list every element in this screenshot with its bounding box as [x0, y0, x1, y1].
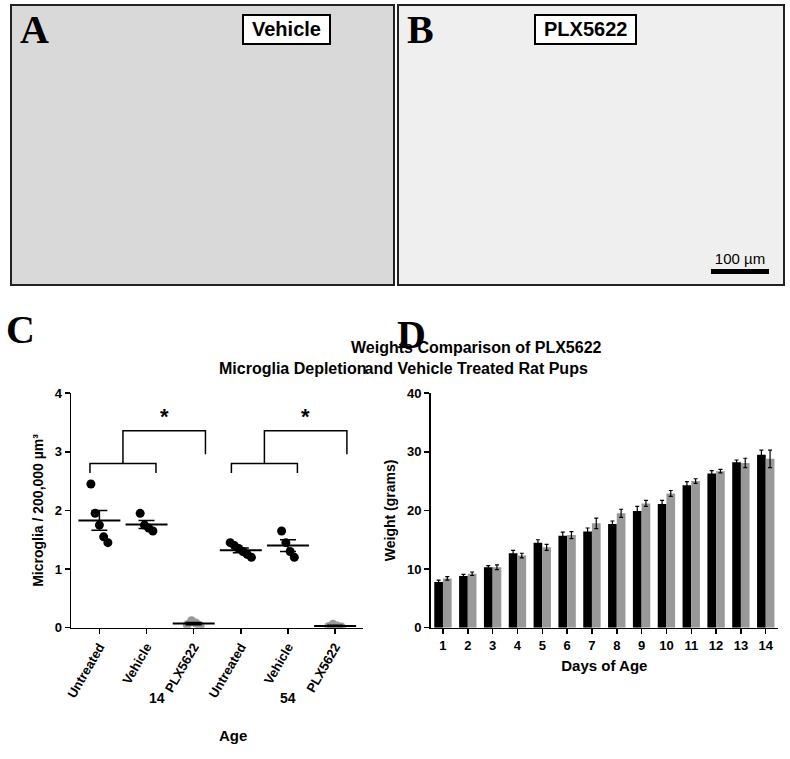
svg-text:C: C: [6, 307, 35, 352]
html-text:B: B: [407, 7, 434, 52]
svg-text:30: 30: [407, 444, 421, 459]
svg-text:2: 2: [55, 503, 62, 518]
svg-text:8: 8: [613, 638, 620, 653]
svg-text:D: D: [397, 312, 426, 357]
svg-text:Weight (grams): Weight (grams): [382, 460, 398, 562]
svg-text:9: 9: [638, 638, 645, 653]
svg-text:Age: Age: [219, 727, 247, 744]
svg-text:1: 1: [439, 638, 446, 653]
svg-text:PLX5622: PLX5622: [162, 641, 202, 695]
svg-text:11: 11: [684, 638, 698, 653]
html-text:PLX5622: PLX5622: [544, 18, 628, 40]
svg-text:Untreated: Untreated: [64, 640, 107, 700]
html-text:Vehicle: Vehicle: [252, 18, 321, 40]
svg-text:Microglia / 200,000 µm³: Microglia / 200,000 µm³: [30, 434, 46, 587]
svg-text:14: 14: [759, 638, 774, 653]
svg-text:Untreated: Untreated: [206, 640, 249, 700]
svg-text:13: 13: [734, 638, 748, 653]
svg-text:40: 40: [407, 386, 421, 401]
svg-text:Vehicle: Vehicle: [119, 641, 154, 687]
svg-text:10: 10: [659, 638, 673, 653]
svg-text:3: 3: [489, 638, 496, 653]
svg-text:20: 20: [407, 503, 421, 518]
svg-text:54: 54: [280, 690, 296, 706]
svg-text:0: 0: [55, 620, 62, 635]
svg-text:4: 4: [55, 386, 63, 401]
svg-text:PLX5622: PLX5622: [303, 641, 343, 695]
svg-text:12: 12: [709, 638, 723, 653]
svg-text:0: 0: [414, 620, 421, 635]
svg-text:Weights Comparison of PLX5622a: Weights Comparison of PLX5622and Vehicle…: [351, 339, 602, 377]
svg-text:10: 10: [407, 562, 421, 577]
svg-text:6: 6: [563, 638, 570, 653]
html-text:100 µm: 100 µm: [714, 250, 766, 267]
html-text:A: A: [20, 7, 49, 52]
svg-text:Microglia Depletion: Microglia Depletion: [219, 360, 367, 377]
svg-text:7: 7: [588, 638, 595, 653]
svg-text:2: 2: [464, 638, 471, 653]
svg-text:*: *: [160, 404, 169, 429]
svg-text:14: 14: [149, 690, 165, 706]
svg-text:Vehicle: Vehicle: [261, 641, 296, 687]
svg-text:4: 4: [514, 638, 522, 653]
svg-text:*: *: [301, 404, 310, 429]
svg-text:Days of Age: Days of Age: [561, 657, 647, 674]
svg-text:3: 3: [55, 444, 62, 459]
svg-text:1: 1: [55, 562, 62, 577]
svg-text:5: 5: [539, 638, 546, 653]
